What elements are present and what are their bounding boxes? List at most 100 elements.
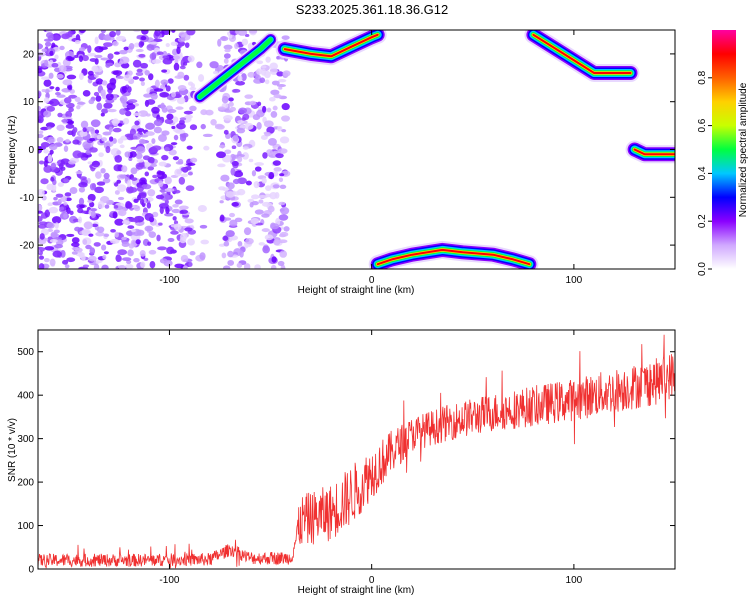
heatmap-cell <box>74 54 79 58</box>
heatmap-cell <box>151 106 160 114</box>
heatmap-cell <box>276 84 286 88</box>
heatmap-cell <box>273 94 282 99</box>
heatmap-cell <box>141 30 149 35</box>
heatmap-cell <box>124 110 132 117</box>
heatmap-cell <box>243 227 252 236</box>
heatmap-cell <box>172 204 179 208</box>
heatmap-cell <box>152 211 159 218</box>
heatmap-cell <box>96 102 103 111</box>
figure-title: S233.2025.361.18.36.G12 <box>296 2 449 17</box>
heatmap-cell <box>234 217 243 223</box>
heatmap-cell <box>239 250 244 258</box>
heatmap-cell <box>133 198 139 204</box>
heatmap-cell <box>64 264 70 269</box>
heatmap-x-axis: -100 0 100 <box>159 30 583 286</box>
heatmap-cell <box>267 205 275 213</box>
heatmap-cell <box>87 52 97 57</box>
heatmap-y-tick-label: 0 <box>28 145 34 156</box>
heatmap-cell <box>138 138 146 145</box>
heatmap-cell <box>74 247 83 253</box>
heatmap-cell <box>56 124 65 131</box>
heatmap-cell <box>89 137 96 142</box>
heatmap-cell <box>184 42 190 48</box>
colorbar-gradient <box>712 30 736 269</box>
heatmap-cell <box>168 149 177 156</box>
heatmap-cell <box>171 91 177 98</box>
heatmap-cell <box>119 49 128 55</box>
heatmap-cell <box>278 201 286 206</box>
heatmap-cell <box>231 160 239 167</box>
heatmap-cell <box>74 39 81 45</box>
heatmap-cell <box>148 231 157 239</box>
heatmap-cell <box>78 197 85 206</box>
heatmap-cell <box>113 51 121 55</box>
heatmap-cell <box>89 183 96 191</box>
heatmap-cell <box>63 178 70 183</box>
heatmap-cell <box>221 252 227 259</box>
heatmap-cell <box>51 183 57 192</box>
heatmap-cell <box>236 188 246 196</box>
heatmap-cell <box>72 139 80 145</box>
heatmap-cell <box>218 144 226 149</box>
heatmap-cell <box>281 103 290 111</box>
heatmap-cell <box>187 171 193 176</box>
heatmap-cell <box>140 81 146 87</box>
heatmap-cell <box>174 199 183 205</box>
heatmap-cell <box>39 130 44 134</box>
heatmap-cell <box>43 258 50 263</box>
heatmap-cell <box>112 211 118 219</box>
heatmap-cell <box>133 30 141 33</box>
heatmap-cell <box>156 234 161 242</box>
heatmap-cell <box>41 88 46 93</box>
heatmap-cell <box>117 255 122 262</box>
heatmap-cell <box>114 218 125 226</box>
heatmap-cell <box>266 149 273 156</box>
heatmap-cell <box>127 179 132 188</box>
heatmap-cell <box>248 158 254 163</box>
colorbar-tick-label: 0.2 <box>697 214 708 228</box>
heatmap-cell <box>145 131 155 136</box>
heatmap-cell <box>171 208 181 214</box>
heatmap-cell <box>150 93 158 100</box>
heatmap-cell <box>133 258 140 263</box>
heatmap-cell <box>223 129 229 135</box>
heatmap-cell <box>91 132 98 139</box>
heatmap-cell <box>41 195 47 201</box>
heatmap-cell <box>266 107 272 113</box>
heatmap-cell <box>74 96 81 102</box>
heatmap-y-axis: -20 -10 0 10 20 <box>20 49 675 252</box>
heatmap-cell <box>243 263 251 269</box>
heatmap-cell <box>131 177 138 181</box>
heatmap-cell <box>251 170 257 177</box>
heatmap-cell <box>89 201 95 208</box>
heatmap-cell <box>144 212 154 221</box>
heatmap-cell <box>130 228 136 233</box>
heatmap-cell <box>83 221 93 230</box>
heatmap-cell <box>280 206 290 215</box>
heatmap-cell <box>244 122 254 130</box>
heatmap-cell <box>161 154 169 161</box>
heatmap-cell <box>128 42 135 50</box>
heatmap-cell <box>162 58 173 65</box>
heatmap-cell <box>245 180 252 186</box>
heatmap-cell <box>39 233 45 240</box>
heatmap-cell <box>227 259 235 266</box>
heatmap-cell <box>224 48 231 53</box>
heatmap-cell <box>67 56 74 61</box>
heatmap-cell <box>281 265 286 269</box>
heatmap-cell <box>264 234 274 241</box>
heatmap-cell <box>212 70 219 75</box>
heatmap-cell <box>254 209 264 215</box>
heatmap-cell <box>119 144 125 149</box>
heatmap-cell <box>51 62 59 68</box>
heatmap-cell <box>115 35 126 42</box>
heatmap-cell <box>161 106 168 113</box>
heatmap-cell <box>114 154 122 163</box>
heatmap-cell <box>95 231 105 237</box>
heatmap-cell <box>71 251 78 255</box>
heatmap-cell <box>132 76 139 80</box>
heatmap-cell <box>100 57 109 61</box>
heatmap-cell <box>223 265 231 269</box>
heatmap-cell <box>223 115 233 121</box>
heatmap-cell <box>40 126 49 131</box>
